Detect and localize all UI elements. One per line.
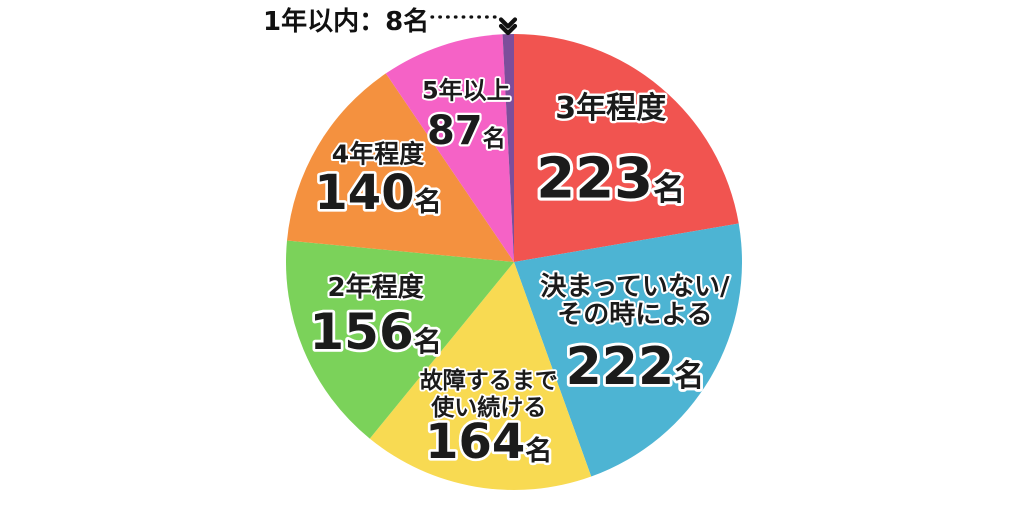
pie-slice-5 [385,34,514,262]
slice-value: 156名 [309,303,441,361]
slice-value-suffix: 名 [674,359,704,394]
slice-label-line: 3年程度 [555,91,666,126]
slice-label-line: その時による [557,300,712,330]
slice-value-number: 164 [425,414,525,470]
slice-value: 222名 [566,337,705,397]
pie-slice-0 [514,33,739,262]
slice-label-line: 2年程度 [328,272,424,303]
pie-slices-group [285,33,743,491]
slice-value-suffix: 名 [415,186,442,218]
callout-label: 1年以内：8名 [263,6,429,37]
pie-slice-1 [514,223,743,477]
slice-value-suffix: 名 [414,325,442,358]
slice-label-line: 使い続ける [430,394,546,421]
slice-label-line: 故障するまで [420,367,558,394]
slice-value-number: 140 [314,165,414,221]
slice-label-group-5: 5年以上 87名 [420,75,513,157]
slice-value-suffix: 名 [653,170,685,208]
slice-value-suffix: 名 [483,125,506,152]
pie-slice-4 [287,73,514,263]
slice-label-group-0: 3年程度 223名 [533,89,688,215]
pie-slice-2 [369,262,592,491]
callout-1-year: 1年以内：8名 [263,6,518,37]
pie-slice-6 [502,34,514,262]
slice-value-number: 87 [427,108,483,154]
pie-labels-group: 3年程度223名決まっていない/その時による222名故障するまで使い続ける164… [307,75,732,473]
slice-value: 87名 [427,108,506,154]
slice-value-number: 223 [536,147,653,212]
slice-value-number: 222 [566,337,675,397]
slice-value: 140名 [314,165,441,221]
slice-label-line: 決まっていない/ [540,272,730,302]
slice-label-line: 5年以上 [422,76,511,104]
slice-label-line: 4年程度 [332,140,424,169]
callout-arrow-icon [498,17,518,29]
slice-label-group-1: 決まっていない/その時による 222名 [538,270,732,400]
callout-arrow-icon [498,23,518,36]
slice-value: 164名 [425,414,552,470]
slice-value-suffix: 名 [525,435,552,467]
slice-value-number: 156 [309,303,413,361]
slice-value: 223名 [536,147,685,212]
pie-slice-3 [285,240,514,439]
